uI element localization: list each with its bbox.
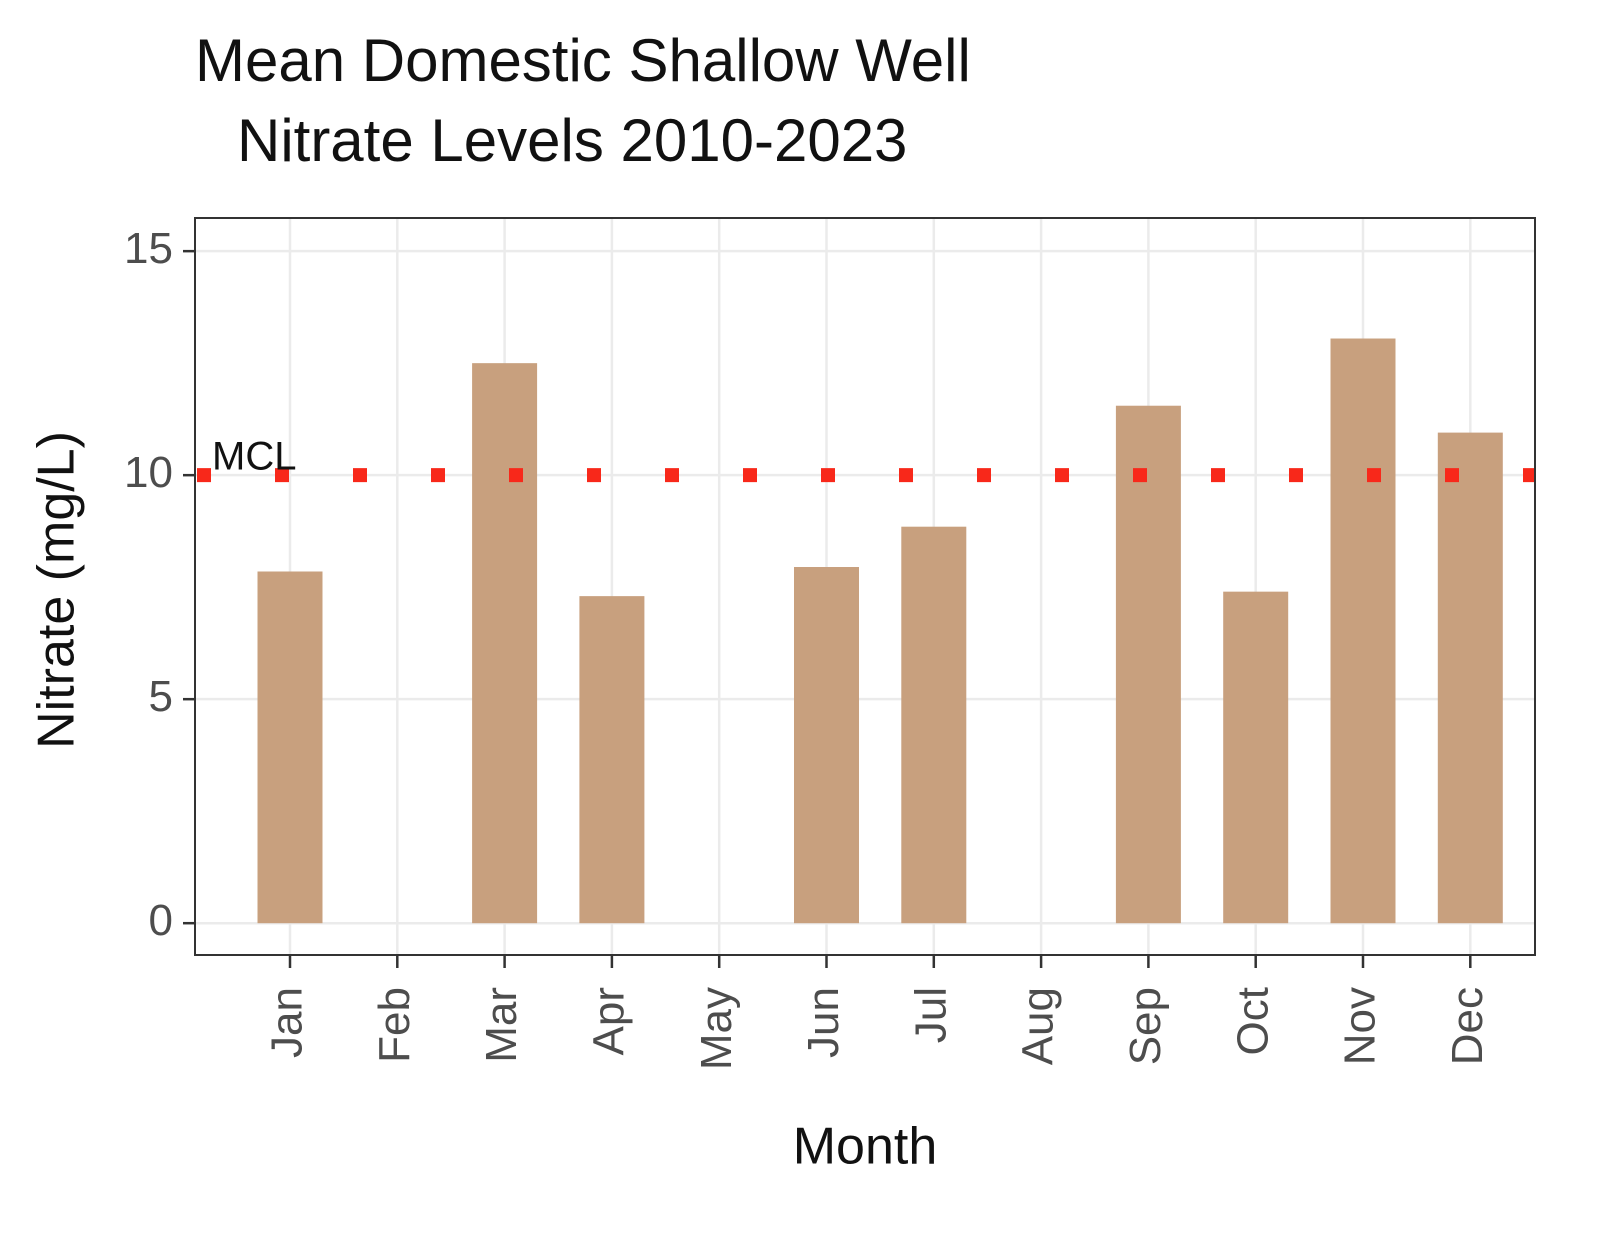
- y-tick-label: 10: [124, 448, 173, 497]
- x-tick-label: Jul: [906, 987, 955, 1043]
- bar: [257, 571, 323, 924]
- x-tick-label: Aug: [1014, 987, 1063, 1065]
- y-axis-label: Nitrate (mg/L): [28, 431, 86, 749]
- x-tick-label: Nov: [1336, 987, 1385, 1065]
- bar: [1115, 405, 1181, 924]
- x-tick-label: Dec: [1443, 987, 1492, 1065]
- x-tick-label: Mar: [477, 987, 526, 1063]
- bar: [1330, 338, 1396, 924]
- x-tick-label: Sep: [1121, 987, 1170, 1065]
- x-tick-label: Jun: [799, 987, 848, 1058]
- bar: [579, 596, 645, 924]
- bar: [472, 363, 538, 924]
- bar: [794, 567, 859, 924]
- y-tick-label: 5: [149, 672, 173, 721]
- x-tick-label: Feb: [370, 987, 419, 1063]
- x-tick-label: Jan: [263, 987, 312, 1058]
- x-tick-label: Apr: [585, 987, 634, 1055]
- y-tick-label: 15: [124, 224, 173, 273]
- bar: [901, 526, 967, 924]
- bar: [1437, 432, 1503, 924]
- reference-label: MCL: [212, 435, 296, 479]
- plot-border: [194, 217, 1536, 956]
- chart-title: Nitrate Levels 2010-2023: [237, 107, 907, 174]
- bar: [1223, 591, 1289, 924]
- x-tick-label: May: [692, 987, 741, 1070]
- chart-title: Mean Domestic Shallow Well: [195, 27, 971, 94]
- x-tick-label: Oct: [1228, 987, 1277, 1055]
- x-axis-label: Month: [793, 1118, 938, 1176]
- y-tick-label: 0: [149, 896, 173, 945]
- plot-background: [195, 218, 1535, 955]
